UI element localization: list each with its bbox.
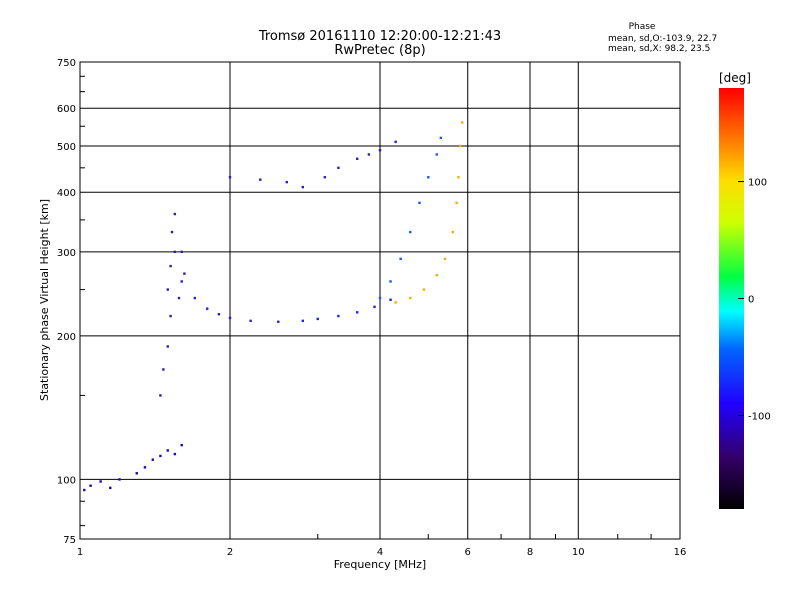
y-tick-label: 100 <box>57 475 76 486</box>
data-point <box>435 153 438 156</box>
data-point <box>461 121 464 124</box>
colorbar-ticks: 100 0 -100 <box>738 178 771 422</box>
data-point <box>170 230 174 234</box>
data-point <box>259 178 262 181</box>
data-point <box>378 148 382 152</box>
y-tick-label: 500 <box>57 142 76 153</box>
y-tick-label: 300 <box>57 248 76 259</box>
data-point <box>373 305 376 309</box>
data-point <box>301 185 305 189</box>
data-point <box>193 296 197 300</box>
x-tick-label: 2 <box>227 547 233 558</box>
chart-subtitle: RwPretec (8p) <box>334 43 425 58</box>
x-tick-label: 1 <box>77 547 83 558</box>
data-point <box>183 272 186 275</box>
data-point <box>151 458 155 461</box>
data-point <box>109 486 112 490</box>
data-point <box>162 368 165 371</box>
colorbar-tick-label: -100 <box>748 411 771 422</box>
colorbar-tick-label: 100 <box>748 178 767 189</box>
data-point <box>166 449 169 452</box>
data-point <box>159 394 162 397</box>
data-point <box>435 273 438 277</box>
data-point <box>173 250 177 254</box>
data-point <box>217 312 221 316</box>
data-point <box>451 230 455 234</box>
data-point <box>228 316 232 320</box>
data-point <box>143 466 147 469</box>
y-axis-label: Stationary phase Virtual Height [km] <box>38 199 51 401</box>
x-tick-label: 10 <box>572 547 585 558</box>
data-point <box>249 319 252 323</box>
data-point <box>337 166 340 170</box>
data-point <box>173 452 177 456</box>
x-tick-label: 16 <box>674 547 687 558</box>
data-point <box>228 176 232 179</box>
grid-lines <box>80 62 680 539</box>
data-point <box>459 144 462 148</box>
data-point <box>422 288 426 291</box>
data-point <box>166 288 169 291</box>
data-point <box>169 314 172 318</box>
data-point <box>389 298 392 301</box>
data-point <box>89 484 92 487</box>
data-point <box>457 176 460 179</box>
data-point <box>409 230 412 234</box>
y-tick-label: 200 <box>57 332 76 343</box>
x-axis-ticks: 1 2 4 6 8 10 16 <box>77 534 687 558</box>
data-point <box>159 454 162 458</box>
colorbar-label: [deg] <box>719 71 751 85</box>
data-point <box>394 140 397 144</box>
data-point <box>409 296 412 300</box>
data-point <box>301 319 305 323</box>
y-tick-label: 75 <box>63 535 76 546</box>
data-point <box>205 307 209 310</box>
data-point <box>118 478 121 481</box>
data-point <box>337 314 340 318</box>
y-tick-label: 750 <box>57 58 76 69</box>
phase-info-heading: Phase <box>629 22 656 32</box>
data-point <box>378 296 382 300</box>
data-point <box>399 257 402 261</box>
x-axis-label: Frequency [MHz] <box>334 558 426 571</box>
data-points <box>83 121 464 492</box>
data-point <box>323 176 327 179</box>
phase-info-x: mean, sd,X: 98.2, 23.5 <box>608 44 710 54</box>
x-tick-label: 6 <box>465 547 471 558</box>
data-point <box>455 201 458 205</box>
y-tick-label: 600 <box>57 104 76 115</box>
chart-title: Tromsø 20161110 12:20:00-12:21:43 <box>258 29 501 44</box>
data-point <box>180 250 183 254</box>
data-point <box>285 180 288 184</box>
phase-info-o: mean, sd,O:-103.9, 22.7 <box>608 34 717 44</box>
x-tick-label: 8 <box>527 547 533 558</box>
y-tick-label: 400 <box>57 188 76 199</box>
y-axis-ticks: 75 100 200 300 400 500 600 750 <box>57 58 85 546</box>
data-point <box>367 153 371 156</box>
data-point <box>83 488 86 492</box>
colorbar-tick-label: 0 <box>748 295 754 306</box>
data-point <box>355 157 359 161</box>
data-point <box>180 280 183 283</box>
data-point <box>316 317 319 321</box>
data-point <box>418 201 421 205</box>
data-point <box>443 257 447 261</box>
data-point <box>177 296 181 300</box>
data-point <box>173 212 177 216</box>
data-point <box>355 311 359 314</box>
data-point <box>180 443 183 447</box>
data-point <box>427 176 430 179</box>
plot-frame <box>79 61 681 540</box>
data-point <box>439 136 443 140</box>
data-point <box>166 345 169 348</box>
x-tick-label: 4 <box>377 547 383 558</box>
data-point <box>169 264 172 268</box>
data-point <box>277 320 280 323</box>
data-point <box>389 280 392 283</box>
data-point <box>394 301 397 304</box>
data-point <box>99 480 102 483</box>
data-point <box>135 472 138 475</box>
